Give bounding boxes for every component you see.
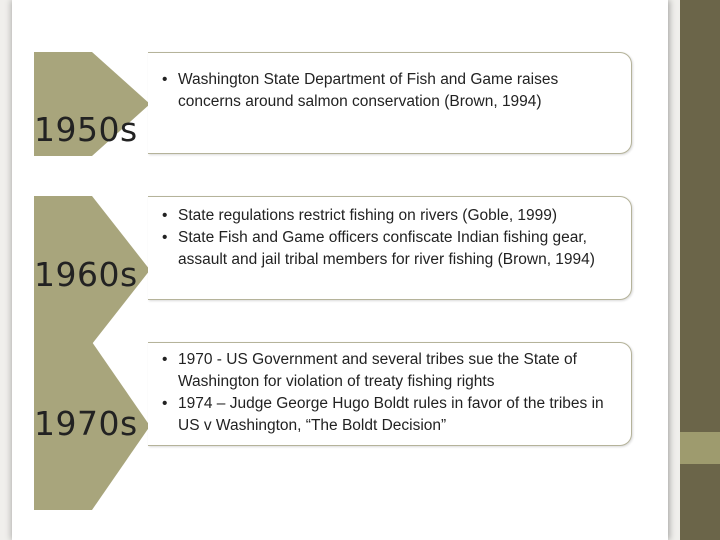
- text-box-1950s: Washington State Department of Fish and …: [148, 52, 632, 154]
- chevron-1960s: [34, 196, 150, 344]
- bullet-1970s-1: 1970 - US Government and several tribes …: [162, 349, 621, 393]
- bullet-1970s-2: 1974 – Judge George Hugo Boldt rules in …: [162, 393, 621, 437]
- text-box-1960s: State regulations restrict fishing on ri…: [148, 196, 632, 300]
- text-box-1970s: 1970 - US Government and several tribes …: [148, 342, 632, 446]
- chevron-1950s: [34, 52, 150, 156]
- decade-label-1950s: 1950s: [34, 110, 138, 149]
- sidebar-accent: [680, 432, 720, 464]
- bullet-1950s-1: Washington State Department of Fish and …: [162, 69, 621, 113]
- bullet-1960s-1: State regulations restrict fishing on ri…: [162, 205, 621, 227]
- bullet-1960s-2: State Fish and Game officers confiscate …: [162, 227, 621, 271]
- decade-label-1960s: 1960s: [34, 255, 138, 294]
- chevron-1970s: [34, 342, 150, 510]
- decade-label-1970s: 1970s: [34, 404, 138, 443]
